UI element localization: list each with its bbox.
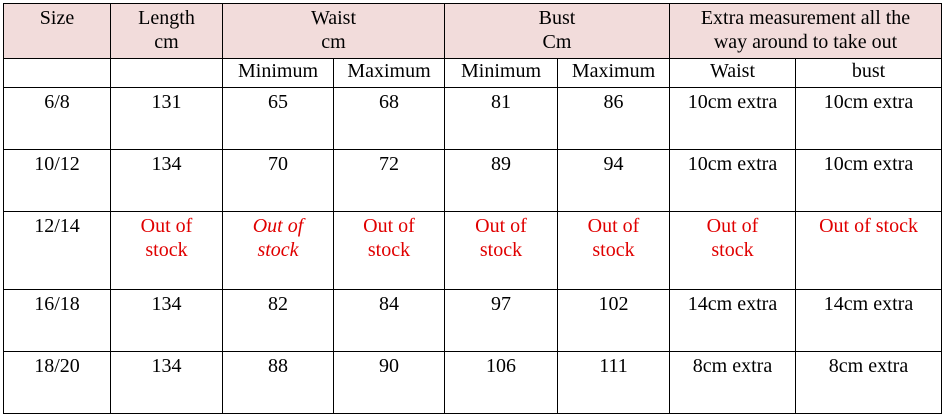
subheader-extra-waist: Waist xyxy=(669,58,796,88)
table-row: 10/12 134 70 72 89 94 10cm extra 10cm ex… xyxy=(3,148,943,212)
subheader-waist-min: Minimum xyxy=(222,58,334,88)
cell-extra-waist-out-of-stock: Out of stock xyxy=(669,210,796,290)
cell-waist-min-out-of-stock: Out of stock xyxy=(222,210,334,290)
cell-waist-max: 68 xyxy=(333,86,445,150)
cell-waist-max: 84 xyxy=(333,288,445,352)
cell-waist-max: 90 xyxy=(333,350,445,415)
cell-waist-min: 82 xyxy=(222,288,334,352)
cell-extra-bust: 8cm extra xyxy=(794,350,943,415)
cell-bust-min: 106 xyxy=(444,350,558,415)
cell-bust-max-out-of-stock: Out of stock xyxy=(557,210,670,290)
cell-bust-max: 94 xyxy=(557,148,670,212)
header-extra: Extra measurement all the way around to t… xyxy=(668,2,943,60)
cell-bust-min-out-of-stock: Out of stock xyxy=(444,210,558,290)
cell-extra-waist: 10cm extra xyxy=(669,148,796,212)
header-row: Size Length cm Waist cm Bust Cm Extra measu… xyxy=(3,2,943,60)
cell-waist-max-out-of-stock: Out of stock xyxy=(333,210,445,290)
header-waist: Waist cm xyxy=(222,2,445,60)
cell-bust-min: 97 xyxy=(444,288,558,352)
cell-size: 16/18 xyxy=(3,288,111,352)
cell-extra-waist: 14cm extra xyxy=(669,288,796,352)
cell-bust-max: 111 xyxy=(557,350,670,415)
subheader-length-empty xyxy=(110,58,223,88)
cell-waist-min: 88 xyxy=(222,350,334,415)
cell-extra-waist: 8cm extra xyxy=(669,350,796,415)
cell-length: 134 xyxy=(110,288,223,352)
table-row: 16/18 134 82 84 97 102 14cm extra 14cm e… xyxy=(3,288,943,352)
size-chart-table: Size Length cm Waist cm Bust Cm Extra measu… xyxy=(3,2,943,415)
cell-size: 6/8 xyxy=(3,86,111,150)
table-row: 6/8 131 65 68 81 86 10cm extra 10cm extr… xyxy=(3,86,943,150)
cell-size: 10/12 xyxy=(3,148,111,212)
cell-bust-min: 89 xyxy=(444,148,558,212)
subheader-bust-min: Minimum xyxy=(444,58,558,88)
subheader-bust-max: Maximum xyxy=(557,58,670,88)
cell-bust-max: 86 xyxy=(557,86,670,150)
cell-bust-min: 81 xyxy=(444,86,558,150)
cell-extra-bust: 10cm extra xyxy=(794,86,943,150)
cell-extra-bust: 10cm extra xyxy=(794,148,943,212)
cell-length: 134 xyxy=(110,350,223,415)
cell-length: 131 xyxy=(110,86,223,150)
cell-waist-min: 70 xyxy=(222,148,334,212)
cell-bust-max: 102 xyxy=(557,288,670,352)
subheader-waist-max: Maximum xyxy=(333,58,445,88)
subheader-row: Minimum Maximum Minimum Maximum Waist bu… xyxy=(3,58,943,88)
table-row: 12/14 Out of stock Out of stock Out of stoc… xyxy=(3,210,943,290)
cell-extra-bust: 14cm extra xyxy=(794,288,943,352)
table-row: 18/20 134 88 90 106 111 8cm extra 8cm ex… xyxy=(3,350,943,415)
cell-extra-waist: 10cm extra xyxy=(669,86,796,150)
cell-size: 12/14 xyxy=(3,210,111,290)
header-length: Length cm xyxy=(110,2,223,60)
cell-waist-max: 72 xyxy=(333,148,445,212)
cell-size: 18/20 xyxy=(3,350,111,415)
subheader-extra-bust: bust xyxy=(794,58,943,88)
header-bust: Bust Cm xyxy=(444,2,670,60)
cell-extra-bust-out-of-stock: Out of stock xyxy=(794,210,943,290)
header-size: Size xyxy=(3,2,111,60)
subheader-size-empty xyxy=(3,58,111,88)
cell-length-out-of-stock: Out of stock xyxy=(110,210,223,290)
cell-length: 134 xyxy=(110,148,223,212)
cell-waist-min: 65 xyxy=(222,86,334,150)
